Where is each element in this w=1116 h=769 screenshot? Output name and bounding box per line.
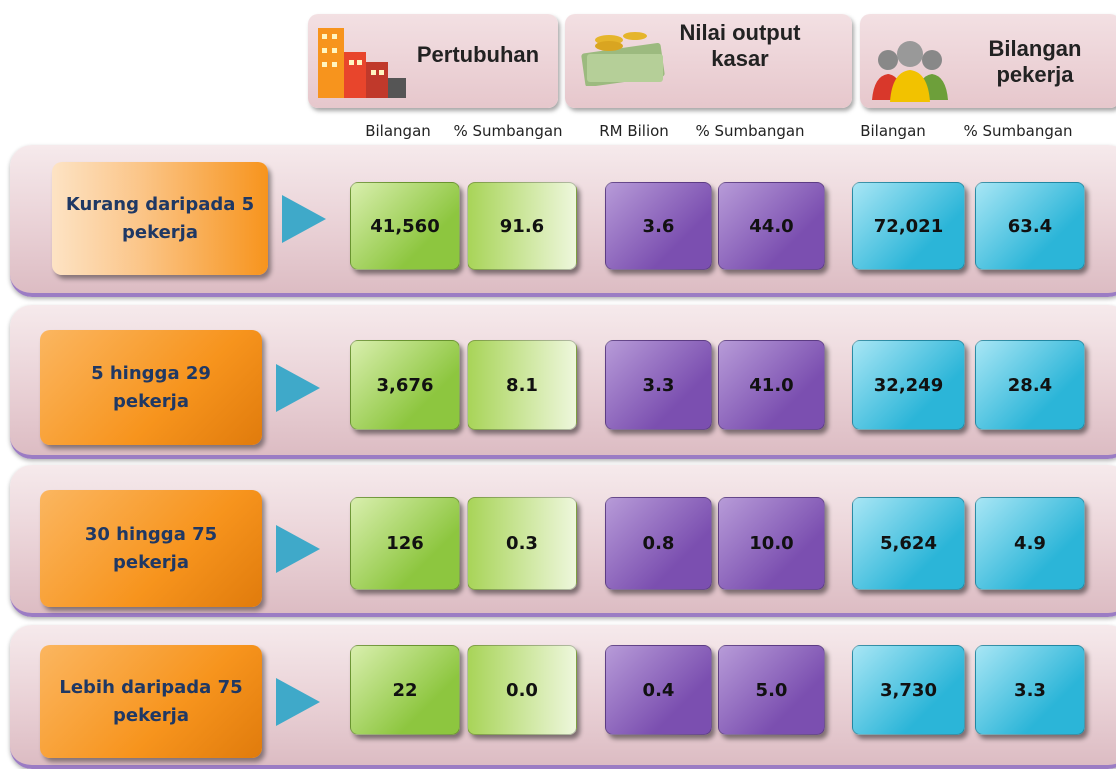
value-cell: 3.3 [975,645,1085,735]
row-label: 5 hingga 29 pekerja [40,330,262,445]
value-cell: 4.9 [975,497,1085,590]
people-icon [872,41,948,102]
value-cell: 126 [350,497,460,590]
header-box: Pertubuhan [308,14,558,108]
value-cell: 3,676 [350,340,460,430]
column-header: % Sumbangan [453,122,563,140]
value-cell: 3,730 [852,645,965,735]
value-cell: 0.4 [605,645,712,735]
column-header: % Sumbangan [963,122,1073,140]
header-title: Pertubuhan [416,42,540,67]
column-header: Bilangan [860,122,926,140]
row-label: Kurang daripada 5 pekerja [52,162,268,275]
arrow [276,363,320,412]
column-header: RM Bilion [599,122,669,140]
value-cell: 32,249 [852,340,965,430]
value-cell: 91.6 [467,182,577,270]
value-cell: 10.0 [718,497,825,590]
header-title: Nilai output kasar [679,20,801,71]
header-box: Nilai output kasar [565,14,852,108]
value-cell: 0.8 [605,497,712,590]
arrow [276,677,320,726]
value-cell: 8.1 [467,340,577,430]
value-cell: 41,560 [350,182,460,270]
value-cell: 44.0 [718,182,825,270]
column-header: % Sumbangan [695,122,805,140]
value-cell: 5.0 [718,645,825,735]
value-cell: 0.0 [467,645,577,735]
value-cell: 28.4 [975,340,1085,430]
arrow [276,524,320,573]
value-cell: 0.3 [467,497,577,590]
buildings-icon [318,28,406,98]
money-icon [581,32,665,86]
arrow [282,194,326,243]
row-label: 30 hingga 75 pekerja [40,490,262,607]
value-cell: 22 [350,645,460,735]
value-cell: 3.6 [605,182,712,270]
value-cell: 3.3 [605,340,712,430]
header-title: Bilangan pekerja [988,36,1082,87]
value-cell: 63.4 [975,182,1085,270]
value-cell: 72,021 [852,182,965,270]
header-box: Bilangan pekerja [860,14,1116,108]
value-cell: 5,624 [852,497,965,590]
row-label: Lebih daripada 75 pekerja [40,645,262,758]
column-header: Bilangan [365,122,431,140]
value-cell: 41.0 [718,340,825,430]
